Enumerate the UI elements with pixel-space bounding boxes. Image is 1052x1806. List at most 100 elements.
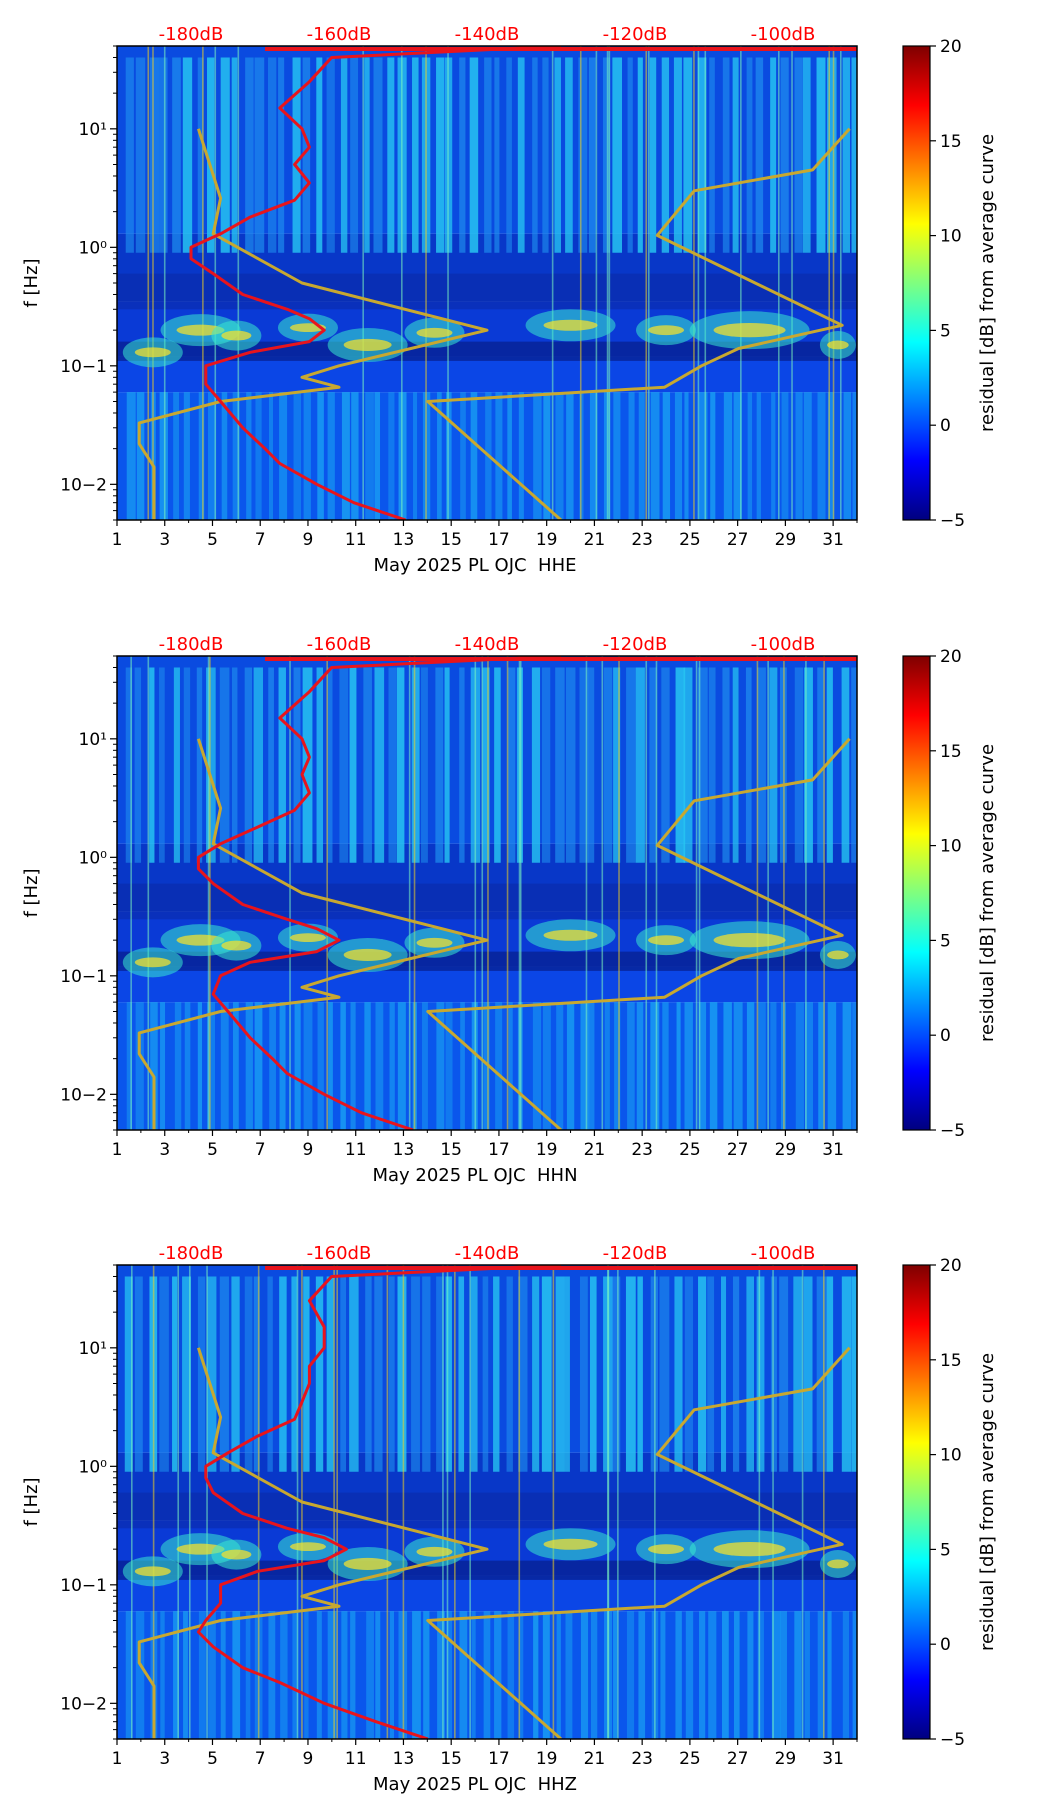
transient-spike <box>289 656 291 1130</box>
noise-stripe <box>135 57 146 253</box>
longperiod-stripe <box>780 1611 787 1739</box>
longperiod-stripe <box>674 392 683 520</box>
noise-stripe <box>197 1276 206 1472</box>
longperiod-stripe <box>507 1611 515 1739</box>
x-tick-label: 25 <box>679 530 701 550</box>
noise-stripe <box>267 1276 273 1472</box>
noise-stripe <box>470 1276 478 1472</box>
colorbar-tick-label: 15 <box>940 742 962 762</box>
transient-spike <box>823 1265 825 1739</box>
transient-spike <box>130 656 132 1130</box>
noise-stripe <box>396 667 405 863</box>
microseism-core <box>343 338 392 352</box>
longperiod-stripe <box>150 1002 158 1130</box>
microseism-core <box>713 1542 786 1557</box>
noise-stripe <box>125 667 133 863</box>
noise-stripe <box>780 57 789 253</box>
longperiod-stripe <box>566 1002 575 1130</box>
noise-stripe <box>436 57 445 253</box>
longperiod-stripe <box>842 1002 852 1130</box>
transient-spike <box>425 46 427 520</box>
noise-stripe <box>612 1276 621 1472</box>
longperiod-stripe <box>208 392 216 520</box>
longperiod-stripe <box>614 1002 621 1130</box>
longperiod-stripe <box>542 1002 551 1130</box>
noise-stripe <box>365 1276 372 1472</box>
x-tick-label: 11 <box>345 530 367 550</box>
x-tick-label: 5 <box>207 1140 218 1160</box>
noise-stripe <box>721 1276 727 1472</box>
x-axis-title: May 2025 PL OJC HHN <box>372 1165 577 1186</box>
noise-stripe <box>412 57 419 253</box>
noise-stripe <box>172 1276 178 1472</box>
transient-spike <box>506 656 509 1130</box>
transient-spike <box>740 46 742 520</box>
longperiod-stripe <box>303 392 311 520</box>
longperiod-stripe <box>817 392 826 520</box>
x-tick-label: 1 <box>112 530 123 550</box>
noise-stripe <box>708 667 716 863</box>
longperiod-stripe <box>293 392 302 520</box>
colorbar-tick-label: −5 <box>940 511 965 531</box>
longperiod-stripe <box>173 392 179 520</box>
longperiod-stripe <box>160 1611 165 1739</box>
longperiod-stripe <box>817 1611 825 1739</box>
colorbar-label: residual [dB] from average curve <box>977 744 998 1042</box>
transient-spike <box>207 656 210 1130</box>
y-tick-label: 10¹ <box>79 1339 107 1359</box>
noise-stripe <box>613 667 621 863</box>
noise-stripe <box>125 57 134 253</box>
transient-spike <box>645 46 648 520</box>
longperiod-stripe <box>206 1002 216 1130</box>
transient-spike <box>772 1265 774 1739</box>
noise-stripe <box>484 57 492 253</box>
x-tick-label: 5 <box>207 530 218 550</box>
noise-stripe <box>842 57 850 253</box>
noise-stripe <box>363 667 372 863</box>
noise-stripe <box>518 1276 528 1472</box>
longperiod-stripe <box>446 1611 453 1739</box>
transient-spike <box>601 656 604 1130</box>
transient-spike <box>209 656 211 1130</box>
transient-spike <box>446 1265 449 1739</box>
noise-stripe <box>565 667 576 863</box>
longperiod-stripe <box>805 1002 814 1130</box>
noise-stripe <box>494 57 500 253</box>
x-tick-label: 5 <box>207 1749 218 1769</box>
noise-stripe <box>683 667 693 863</box>
transient-spike <box>704 46 707 520</box>
longperiod-stripe <box>397 1002 406 1130</box>
noise-stripe <box>826 667 833 863</box>
y-tick-label: 10−2 <box>60 1085 107 1105</box>
colorbar <box>902 45 931 521</box>
colorbar-label: residual [dB] from average curve <box>977 1353 998 1651</box>
longperiod-stripe <box>246 392 252 520</box>
top-db-label: -180dB <box>159 634 224 655</box>
top-db-label: -140dB <box>455 1243 520 1264</box>
microseism-core <box>543 1538 598 1550</box>
noise-stripe <box>458 1276 465 1472</box>
x-tick-label: 19 <box>536 1140 558 1160</box>
longperiod-stripe <box>269 1002 276 1130</box>
transient-spike <box>518 656 521 1130</box>
longperiod-stripe <box>757 1611 764 1739</box>
x-tick-label: 27 <box>727 1140 749 1160</box>
longperiod-stripe <box>341 392 350 520</box>
x-tick-label: 21 <box>584 530 606 550</box>
noise-stripe <box>350 57 359 253</box>
microseism-core <box>713 323 786 338</box>
y-tick-label: 10⁰ <box>79 848 108 868</box>
longperiod-stripe <box>827 1611 832 1739</box>
y-axis-title: f [Hz] <box>21 258 42 307</box>
noise-stripe <box>794 57 803 253</box>
longperiod-stripe <box>533 392 542 520</box>
noise-stripe <box>659 1276 670 1472</box>
longperiod-stripe <box>709 1002 718 1130</box>
longperiod-stripe <box>676 1002 681 1130</box>
longperiod-stripe <box>827 392 834 520</box>
noise-stripe <box>816 57 826 253</box>
panel-hhz: -180dB -160dB -140dB -120dB -100dB 1 3 5… <box>21 1243 998 1795</box>
longperiod-stripe <box>350 1611 356 1739</box>
y-tick-label: 10−1 <box>60 1576 107 1596</box>
microseism-core <box>827 340 849 350</box>
